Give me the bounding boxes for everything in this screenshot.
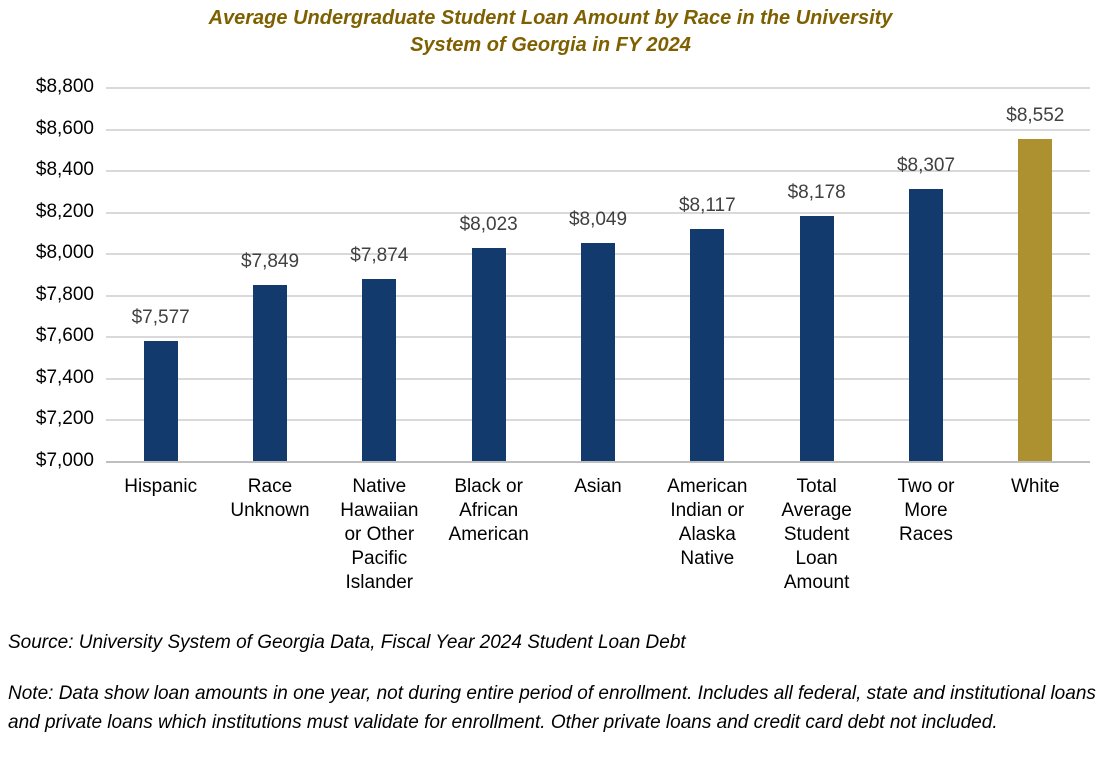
y-axis-tick-label: $7,800	[35, 283, 94, 305]
y-axis-tick-label: $7,200	[35, 408, 94, 430]
plot-area: $7,577 $7,849 $7,874 $8,023 $8,049 $8,117 $8,1…	[106, 87, 1090, 463]
bar-white	[1018, 138, 1053, 461]
bar-value-label-hispanic: $7,577	[131, 307, 190, 329]
bar-value-label-white: $8,552	[1006, 104, 1065, 126]
note-text: Note: Data show loan amounts in one year…	[8, 683, 1096, 733]
x-axis-category-cell: Race Unknown	[215, 475, 324, 595]
x-axis-category-cell: Asian	[543, 475, 652, 595]
x-axis-category-cell: American Indian or Alaska Native	[653, 475, 762, 595]
x-axis-category-label-american-indian-or-alaska-native: American Indian or Alaska Native	[667, 476, 748, 569]
bar-hispanic	[143, 341, 178, 461]
y-axis-tick-label: $7,600	[35, 325, 94, 347]
y-axis-tick-label: $8,400	[35, 159, 94, 181]
bar-black-or-african-american	[471, 248, 506, 461]
x-axis-category-cell: White	[981, 475, 1090, 595]
gridline	[106, 170, 1090, 173]
source-text: Source: University System of Georgia Dat…	[8, 632, 686, 653]
gridline	[106, 211, 1090, 214]
bar-value-label-native-hawaiian-or-other-pacific-islander: $7,874	[350, 245, 409, 267]
x-axis-category-label-two-or-more-races: Two or More Races	[897, 476, 955, 545]
chart-title: Average Undergraduate Student Loan Amoun…	[0, 5, 1101, 59]
x-axis-category-label-black-or-african-american: Black or African American	[448, 476, 529, 545]
x-axis-category-cell: Black or African American	[434, 475, 543, 595]
bar-value-label-black-or-african-american: $8,023	[459, 214, 518, 236]
x-axis-category-label-native-hawaiian-or-other-pacific-islander: Native Hawaiian or Other Pacific Islande…	[340, 476, 419, 593]
x-axis-category-cell: Total Average Student Loan Amount	[762, 475, 871, 595]
x-axis-category-label-white: White	[1011, 476, 1060, 497]
bar-value-label-two-or-more-races: $8,307	[896, 155, 956, 177]
chart-title-line-2: System of Georgia in FY 2024	[410, 34, 691, 56]
x-axis-category-cell: Two or More Races	[871, 475, 980, 595]
bar-asian	[581, 243, 615, 461]
bar-american-indian-or-alaska-native	[690, 228, 725, 461]
x-axis-category-label-race-unknown: Race Unknown	[230, 476, 310, 521]
chart-title-line-1: Average Undergraduate Student Loan Amoun…	[208, 7, 893, 29]
bar-race-unknown	[252, 284, 287, 461]
x-axis-line	[106, 461, 1090, 463]
bar-value-label-asian: $8,049	[568, 209, 628, 231]
bar-value-label-american-indian-or-alaska-native: $8,117	[678, 194, 736, 216]
bar-two-or-more-races	[909, 189, 943, 461]
x-axis-category-label-asian: Asian	[574, 476, 622, 497]
gridline	[106, 87, 1090, 89]
y-axis-tick-label: $8,000	[35, 242, 94, 264]
bar-total-average-student-loan-amount	[799, 216, 834, 461]
bar-native-hawaiian-or-other-pacific-islander	[362, 279, 397, 461]
x-axis: Hispanic Race Unknown Native Hawaiian or O…	[106, 475, 1090, 595]
x-axis-category-label-hispanic: Hispanic	[124, 476, 198, 497]
bar-value-label-race-unknown: $7,849	[240, 250, 300, 272]
y-axis-tick-label: $7,000	[35, 450, 94, 471]
bar-value-label-total-average-student-loan-amount: $8,178	[787, 182, 846, 204]
y-axis-tick-label: $8,800	[35, 76, 94, 97]
x-axis-category-cell: Native Hawaiian or Other Pacific Islande…	[325, 475, 434, 595]
y-axis-tick-label: $7,400	[35, 366, 94, 388]
x-axis-category-cell: Hispanic	[106, 475, 215, 595]
x-axis-category-label-total-average-student-loan-amount: Total Average Student Loan Amount	[781, 476, 852, 593]
y-axis-tick-label: $8,600	[35, 117, 94, 139]
gridline	[106, 128, 1090, 131]
y-axis-tick-label: $8,200	[35, 200, 94, 222]
